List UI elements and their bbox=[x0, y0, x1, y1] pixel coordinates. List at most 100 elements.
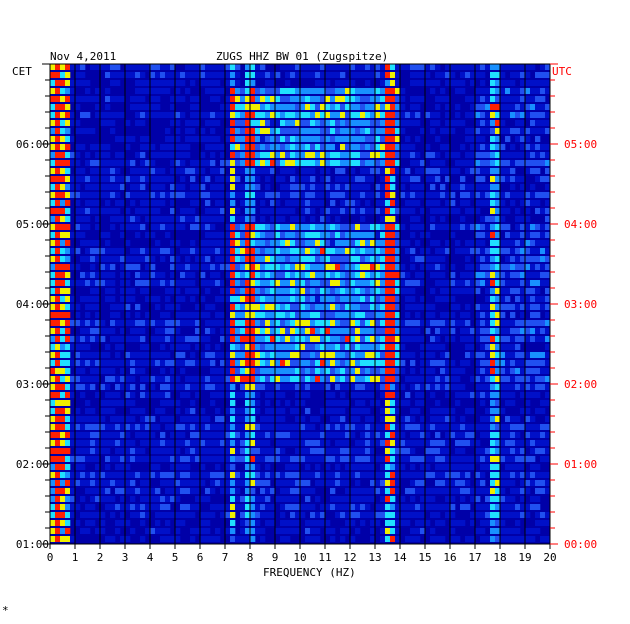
spectrogram-cell bbox=[390, 104, 396, 110]
spectrogram-cell bbox=[175, 376, 181, 382]
spectrogram-cell bbox=[115, 360, 121, 366]
spectrogram-cell bbox=[250, 472, 256, 478]
spectrogram-cell bbox=[100, 232, 106, 238]
spectrogram-cell bbox=[530, 472, 536, 478]
spectrogram-cell bbox=[170, 264, 176, 270]
spectrogram-cell bbox=[165, 88, 171, 94]
spectrogram-cell bbox=[105, 104, 111, 110]
spectrogram-cell bbox=[340, 64, 346, 70]
spectrogram-cell bbox=[470, 464, 476, 470]
spectrogram-cell bbox=[235, 352, 241, 358]
spectrogram-cell bbox=[410, 152, 416, 158]
spectrogram-cell bbox=[450, 120, 456, 126]
spectrogram-cell bbox=[255, 280, 261, 286]
spectrogram-cell bbox=[485, 256, 491, 262]
spectrogram-cell bbox=[175, 144, 181, 150]
spectrogram-cell bbox=[235, 440, 241, 446]
spectrogram-cell bbox=[230, 496, 236, 502]
spectrogram-cell bbox=[410, 72, 416, 78]
spectrogram-cell bbox=[170, 512, 176, 518]
spectrogram-cell bbox=[510, 432, 516, 438]
spectrogram-cell bbox=[410, 368, 416, 374]
spectrogram-cell bbox=[225, 472, 231, 478]
spectrogram-cell bbox=[265, 368, 271, 374]
spectrogram-cell bbox=[280, 456, 286, 462]
spectrogram-cell bbox=[360, 224, 366, 230]
spectrogram-cell bbox=[315, 160, 321, 166]
spectrogram-cell bbox=[125, 416, 131, 422]
spectrogram-cell bbox=[120, 464, 126, 470]
spectrogram-cell bbox=[435, 112, 441, 118]
spectrogram-cell bbox=[175, 160, 181, 166]
spectrogram-cell bbox=[150, 232, 156, 238]
x-tick-label: 12 bbox=[343, 551, 356, 564]
spectrogram-cell bbox=[520, 360, 526, 366]
spectrogram-cell bbox=[370, 424, 376, 430]
spectrogram-cell bbox=[345, 192, 351, 198]
spectrogram-cell bbox=[130, 400, 136, 406]
spectrogram-cell bbox=[395, 144, 401, 150]
spectrogram-cell bbox=[245, 240, 251, 246]
spectrogram-cell bbox=[280, 256, 286, 262]
spectrogram-cell bbox=[135, 424, 141, 430]
spectrogram-cell bbox=[255, 64, 261, 70]
spectrogram-cell bbox=[390, 488, 396, 494]
spectrogram-cell bbox=[545, 128, 551, 134]
spectrogram-cell bbox=[535, 368, 541, 374]
spectrogram-cell bbox=[245, 256, 251, 262]
spectrogram-cell bbox=[445, 376, 451, 382]
spectrogram-cell bbox=[120, 280, 126, 286]
spectrogram-cell bbox=[190, 456, 196, 462]
spectrogram-cell bbox=[420, 248, 426, 254]
spectrogram-cell bbox=[285, 136, 291, 142]
spectrogram-cell bbox=[245, 520, 251, 526]
spectrogram-cell bbox=[275, 280, 281, 286]
spectrogram-cell bbox=[190, 296, 196, 302]
spectrogram-cell bbox=[140, 256, 146, 262]
spectrogram-cell bbox=[260, 248, 266, 254]
spectrogram-cell bbox=[530, 88, 536, 94]
spectrogram-cell bbox=[65, 80, 71, 86]
spectrogram-cell bbox=[515, 416, 521, 422]
spectrogram-cell bbox=[55, 464, 61, 470]
spectrogram-cell bbox=[110, 208, 116, 214]
spectrogram-cell bbox=[390, 440, 396, 446]
spectrogram-cell bbox=[235, 248, 241, 254]
spectrogram-cell bbox=[535, 304, 541, 310]
spectrogram-cell bbox=[385, 120, 391, 126]
spectrogram-cell bbox=[440, 88, 446, 94]
spectrogram-cell bbox=[285, 240, 291, 246]
spectrogram-cell bbox=[300, 424, 306, 430]
spectrogram-cell bbox=[105, 288, 111, 294]
spectrogram-cell bbox=[340, 368, 346, 374]
spectrogram-cell bbox=[200, 272, 206, 278]
spectrogram-cell bbox=[460, 176, 466, 182]
spectrogram-cell bbox=[145, 472, 151, 478]
spectrogram-cell bbox=[390, 280, 396, 286]
spectrogram-cell bbox=[370, 104, 376, 110]
spectrogram-cell bbox=[350, 264, 356, 270]
spectrogram-cell bbox=[235, 72, 241, 78]
spectrogram-cell bbox=[315, 384, 321, 390]
spectrogram-cell bbox=[235, 312, 241, 318]
spectrogram-cell bbox=[390, 336, 396, 342]
spectrogram-cell bbox=[255, 520, 261, 526]
spectrogram-cell bbox=[225, 224, 231, 230]
spectrogram-cell bbox=[330, 376, 336, 382]
spectrogram-cell bbox=[380, 512, 386, 518]
spectrogram-cell bbox=[165, 392, 171, 398]
spectrogram-cell bbox=[220, 232, 226, 238]
spectrogram-cell bbox=[525, 64, 531, 70]
spectrogram-cell bbox=[395, 248, 401, 254]
spectrogram-cell bbox=[455, 104, 461, 110]
spectrogram-cell bbox=[465, 432, 471, 438]
spectrogram-cell bbox=[450, 320, 456, 326]
spectrogram-cell bbox=[265, 312, 271, 318]
spectrogram-cell bbox=[75, 304, 81, 310]
spectrogram-cell bbox=[295, 512, 301, 518]
spectrogram-cell bbox=[55, 248, 61, 254]
spectrogram-cell bbox=[445, 448, 451, 454]
spectrogram-cell bbox=[315, 528, 321, 534]
spectrogram-cell bbox=[205, 528, 211, 534]
spectrogram-cell bbox=[280, 224, 286, 230]
